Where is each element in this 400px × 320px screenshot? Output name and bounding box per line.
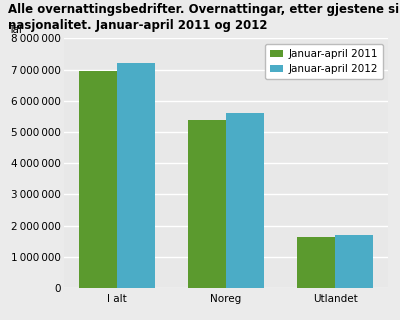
Bar xyxy=(226,113,264,288)
Bar xyxy=(188,119,226,288)
Bar xyxy=(79,71,117,288)
Legend: Januar-april 2011, Januar-april 2012: Januar-april 2011, Januar-april 2012 xyxy=(265,44,383,79)
Text: Tal: Tal xyxy=(8,25,22,35)
Text: Alle overnattingsbedrifter. Overnattingar, etter gjestene sin
nasjonalitet. Janu: Alle overnattingsbedrifter. Overnattinga… xyxy=(8,3,400,32)
Bar xyxy=(335,235,373,288)
Bar xyxy=(117,63,155,288)
Bar xyxy=(297,237,335,288)
